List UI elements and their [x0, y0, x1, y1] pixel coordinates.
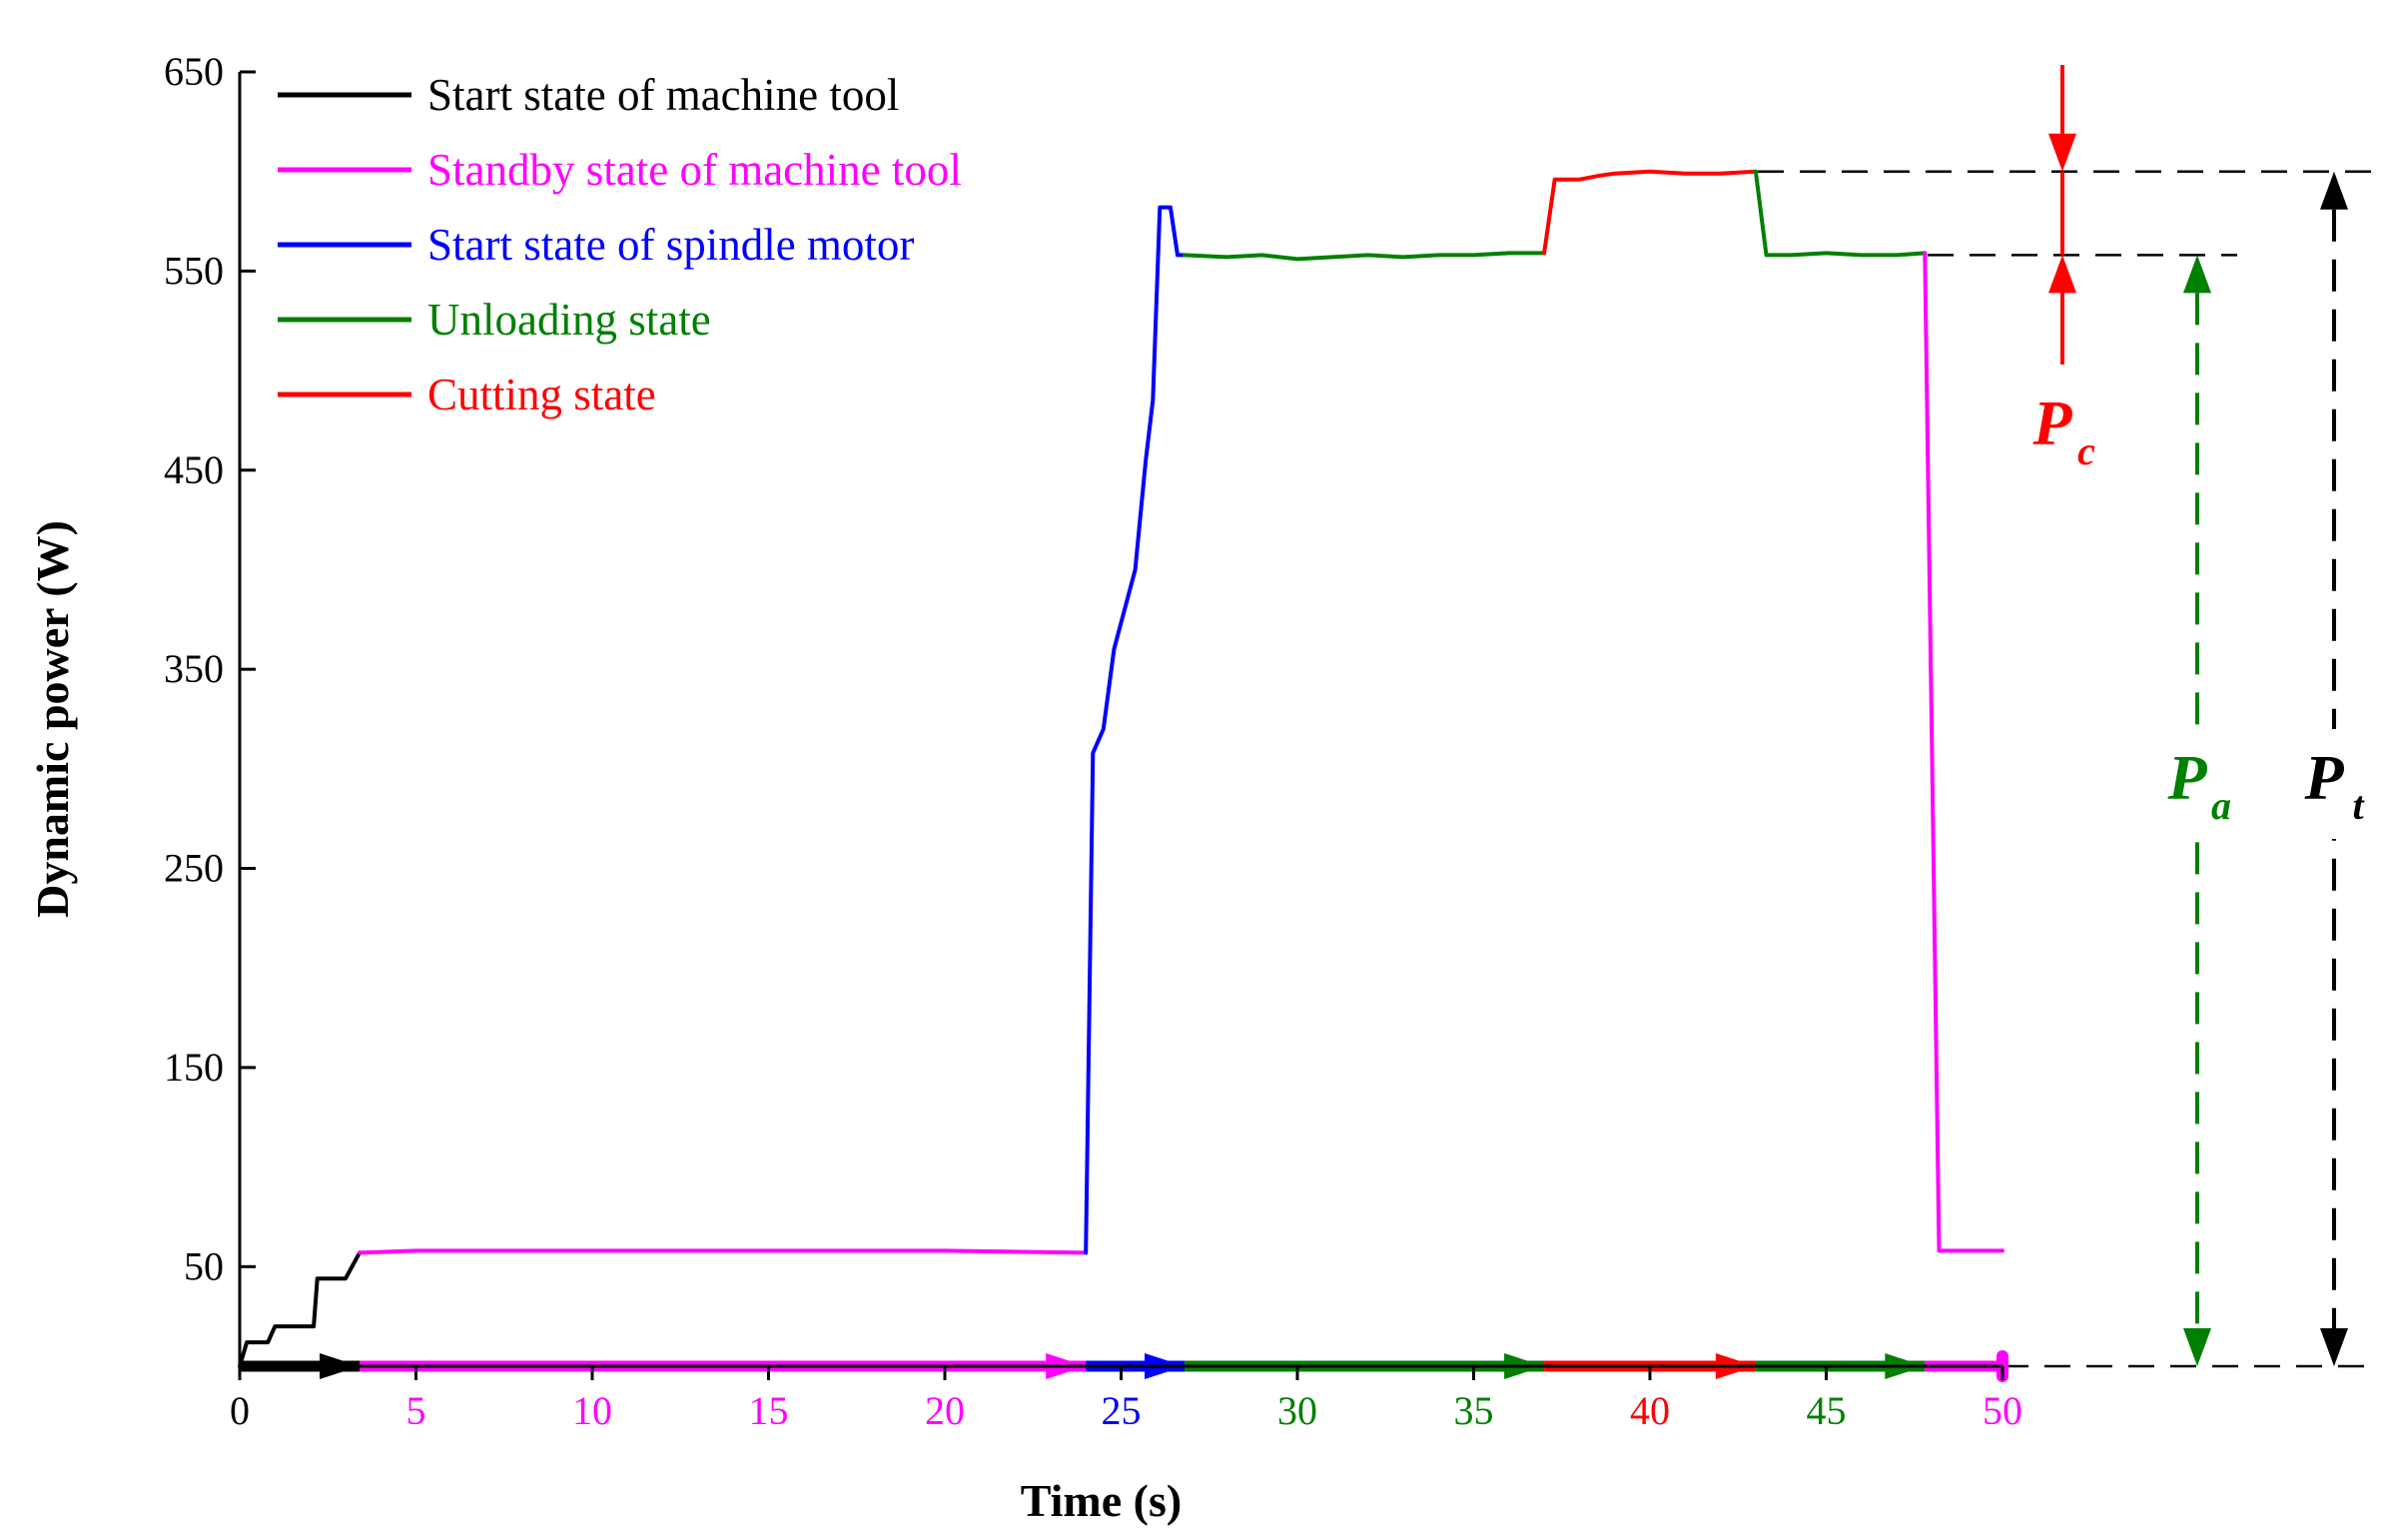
legend-label: Standby state of machine tool	[427, 145, 962, 195]
annotation-label: P	[2031, 387, 2072, 458]
series-line-3	[1183, 251, 1547, 262]
annotation-label: P	[2303, 742, 2344, 813]
series-line-0	[238, 1250, 362, 1368]
x-tick-label: 0	[230, 1388, 250, 1433]
series-lines	[238, 169, 2004, 1368]
annotation-arrowhead	[2048, 255, 2076, 294]
legend-label: Cutting state	[427, 370, 656, 419]
x-tick-label: 30	[1277, 1388, 1317, 1433]
x-tick-label: 40	[1630, 1388, 1670, 1433]
reference-lines	[1758, 170, 2377, 1368]
legend-label: Unloading state	[427, 295, 711, 345]
legend-label: Start state of spindle motor	[427, 220, 914, 270]
annotation-label-bg	[2157, 729, 2257, 839]
annotation-arrowhead	[2320, 171, 2348, 210]
series-line-5	[1753, 169, 1928, 258]
y-tick-label: 350	[164, 646, 224, 691]
legend-label: Start state of machine tool	[427, 70, 899, 120]
x-tick-label: 25	[1102, 1388, 1142, 1433]
x-tick-label: 50	[1983, 1388, 2022, 1433]
x-tick-label: 45	[1807, 1388, 1847, 1433]
x-tick-label: 10	[572, 1388, 612, 1433]
y-tick-label: 450	[164, 447, 224, 492]
series-line-2	[1084, 205, 1187, 1255]
x-tick-label: 35	[1454, 1388, 1494, 1433]
x-tick-label: 15	[749, 1388, 789, 1433]
y-tick-label: 250	[164, 846, 224, 891]
y-tick-label: 550	[164, 248, 224, 293]
y-tick-label: 150	[164, 1045, 224, 1090]
annotation-subscript: t	[2352, 783, 2365, 828]
x-axis-title: Time (s)	[1021, 1475, 1182, 1526]
annotation-subscript: a	[2211, 783, 2231, 828]
annotation-arrowhead	[2183, 1328, 2211, 1366]
annotation-arrowhead	[2048, 133, 2076, 172]
legend: Start state of machine tool Standby state…	[278, 70, 962, 419]
x-tick-label: 20	[925, 1388, 965, 1433]
series-line-4	[1542, 169, 1758, 256]
y-axis-title: Dynamic power (W)	[27, 520, 78, 918]
x-tick-label: 5	[406, 1388, 426, 1433]
tick-labels: 50 150 250 350 450 550 650 0 5 10 15 20 25 30 35 40 45 50	[164, 49, 2022, 1433]
series-line-6	[1923, 251, 2004, 1253]
y-tick-label: 650	[164, 49, 224, 94]
y-tick-label: 50	[184, 1243, 224, 1288]
annotation-arrowhead	[2320, 1328, 2348, 1366]
annotation-subscript: c	[2077, 428, 2095, 473]
annotation-label-bg	[2294, 729, 2394, 839]
annotation-arrowhead	[2183, 255, 2211, 294]
series-line-1	[358, 1248, 1089, 1255]
annotation-label: P	[2166, 742, 2207, 813]
